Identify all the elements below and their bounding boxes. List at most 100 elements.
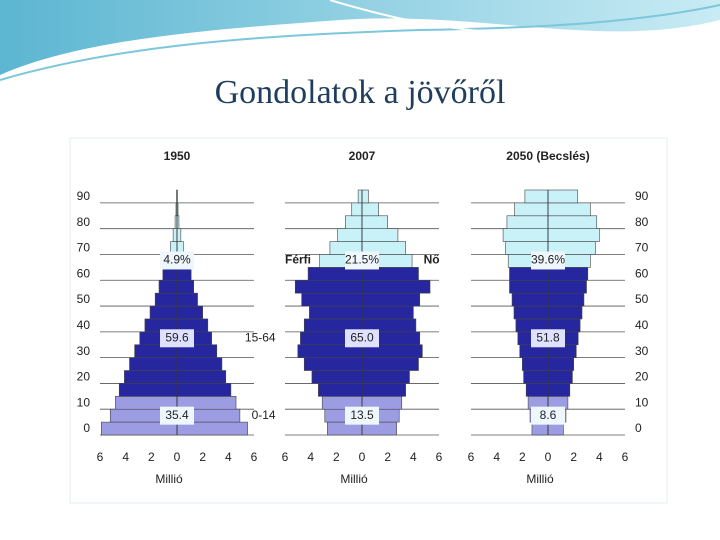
bar [547, 292, 585, 307]
y-tick-label: 90 [635, 189, 649, 203]
x-axis-label: Millió [155, 472, 183, 486]
bar [547, 189, 578, 204]
y-tick-label: 20 [77, 370, 91, 384]
range-label: 0-14 [252, 408, 276, 422]
bar [158, 279, 178, 294]
bar [318, 383, 363, 397]
chart-title: 2050 (Becslés) [506, 149, 589, 163]
bar [172, 228, 178, 242]
y-tick-label: 80 [77, 215, 91, 229]
bar [547, 202, 591, 217]
bar [361, 370, 410, 384]
header-curve [0, 4, 720, 81]
x-tick-label: 0 [359, 450, 366, 464]
bar [361, 305, 414, 320]
x-tick-label: 4 [122, 450, 129, 464]
y-tick-label: 70 [635, 241, 649, 255]
bar [547, 215, 598, 229]
x-tick-label: 0 [174, 450, 181, 464]
y-tick-label: 30 [77, 344, 91, 358]
slide-title: Gondolatok a jövőről [215, 74, 506, 111]
x-tick-label: 2 [519, 450, 526, 464]
bar [523, 370, 549, 384]
share-label: 13.5 [350, 408, 374, 422]
bar [509, 279, 549, 294]
bar [124, 370, 178, 384]
x-tick-label: 6 [622, 450, 629, 464]
x-tick-label: 4 [410, 450, 417, 464]
bar [309, 305, 363, 320]
x-tick-label: 2 [199, 450, 206, 464]
share-box [345, 251, 379, 270]
x-tick-label: 6 [436, 450, 443, 464]
share-label: 65.0 [350, 330, 374, 344]
share-box [160, 329, 194, 348]
share-box [345, 329, 379, 348]
share-box [531, 329, 565, 348]
bar [176, 279, 194, 294]
share-box [531, 251, 565, 270]
x-axis-label: Millió [526, 472, 554, 486]
bar [361, 202, 379, 217]
bar [547, 383, 571, 397]
bar [176, 292, 198, 307]
bar [514, 202, 549, 217]
bar [176, 305, 203, 320]
bar [301, 292, 363, 307]
bar [176, 228, 182, 242]
x-tick-label: 6 [282, 450, 289, 464]
share-box [345, 406, 379, 425]
bar [506, 215, 549, 229]
bar [129, 357, 178, 371]
bar [311, 370, 363, 384]
share-label: 4.9% [163, 253, 191, 267]
share-label: 35.4 [165, 408, 189, 422]
y-tick-label: 40 [635, 318, 649, 332]
bar [357, 189, 363, 204]
bar [361, 228, 399, 242]
bar [361, 292, 421, 307]
y-tick-label: 90 [77, 189, 91, 203]
y-tick-label: 30 [635, 344, 649, 358]
share-box [160, 406, 194, 425]
bar [511, 292, 549, 307]
bar [522, 357, 549, 371]
bar [547, 357, 574, 371]
x-tick-label: 0 [545, 450, 552, 464]
y-tick-label: 60 [77, 266, 91, 280]
y-tick-label: 10 [77, 395, 91, 409]
bar [294, 279, 363, 294]
y-tick-label: 80 [635, 215, 649, 229]
chart-title: 2007 [349, 149, 376, 163]
share-box [531, 406, 565, 425]
y-tick-label: 50 [635, 292, 649, 306]
x-tick-label: 2 [570, 450, 577, 464]
share-label: 51.8 [536, 330, 560, 344]
range-label: 15-64 [245, 330, 276, 344]
bar [361, 357, 419, 371]
bar [502, 228, 549, 242]
share-label: 59.6 [165, 330, 189, 344]
header-wave [0, 0, 720, 75]
chart-title: 1950 [164, 149, 191, 163]
bar [361, 383, 406, 397]
legend-label: Nő [424, 253, 440, 267]
bar [176, 370, 227, 384]
bar [345, 215, 363, 229]
x-tick-label: 4 [225, 450, 232, 464]
bar [337, 228, 363, 242]
bar [547, 279, 587, 294]
x-tick-label: 2 [333, 450, 340, 464]
share-label: 21.5% [345, 253, 379, 267]
bar [525, 383, 549, 397]
x-tick-label: 2 [384, 450, 391, 464]
bar [513, 305, 549, 320]
share-label: 8.6 [540, 408, 557, 422]
bar [149, 305, 178, 320]
bar [547, 228, 600, 242]
share-label: 39.6% [531, 253, 565, 267]
y-tick-label: 70 [77, 241, 91, 255]
x-tick-label: 4 [596, 450, 603, 464]
bar [154, 292, 178, 307]
